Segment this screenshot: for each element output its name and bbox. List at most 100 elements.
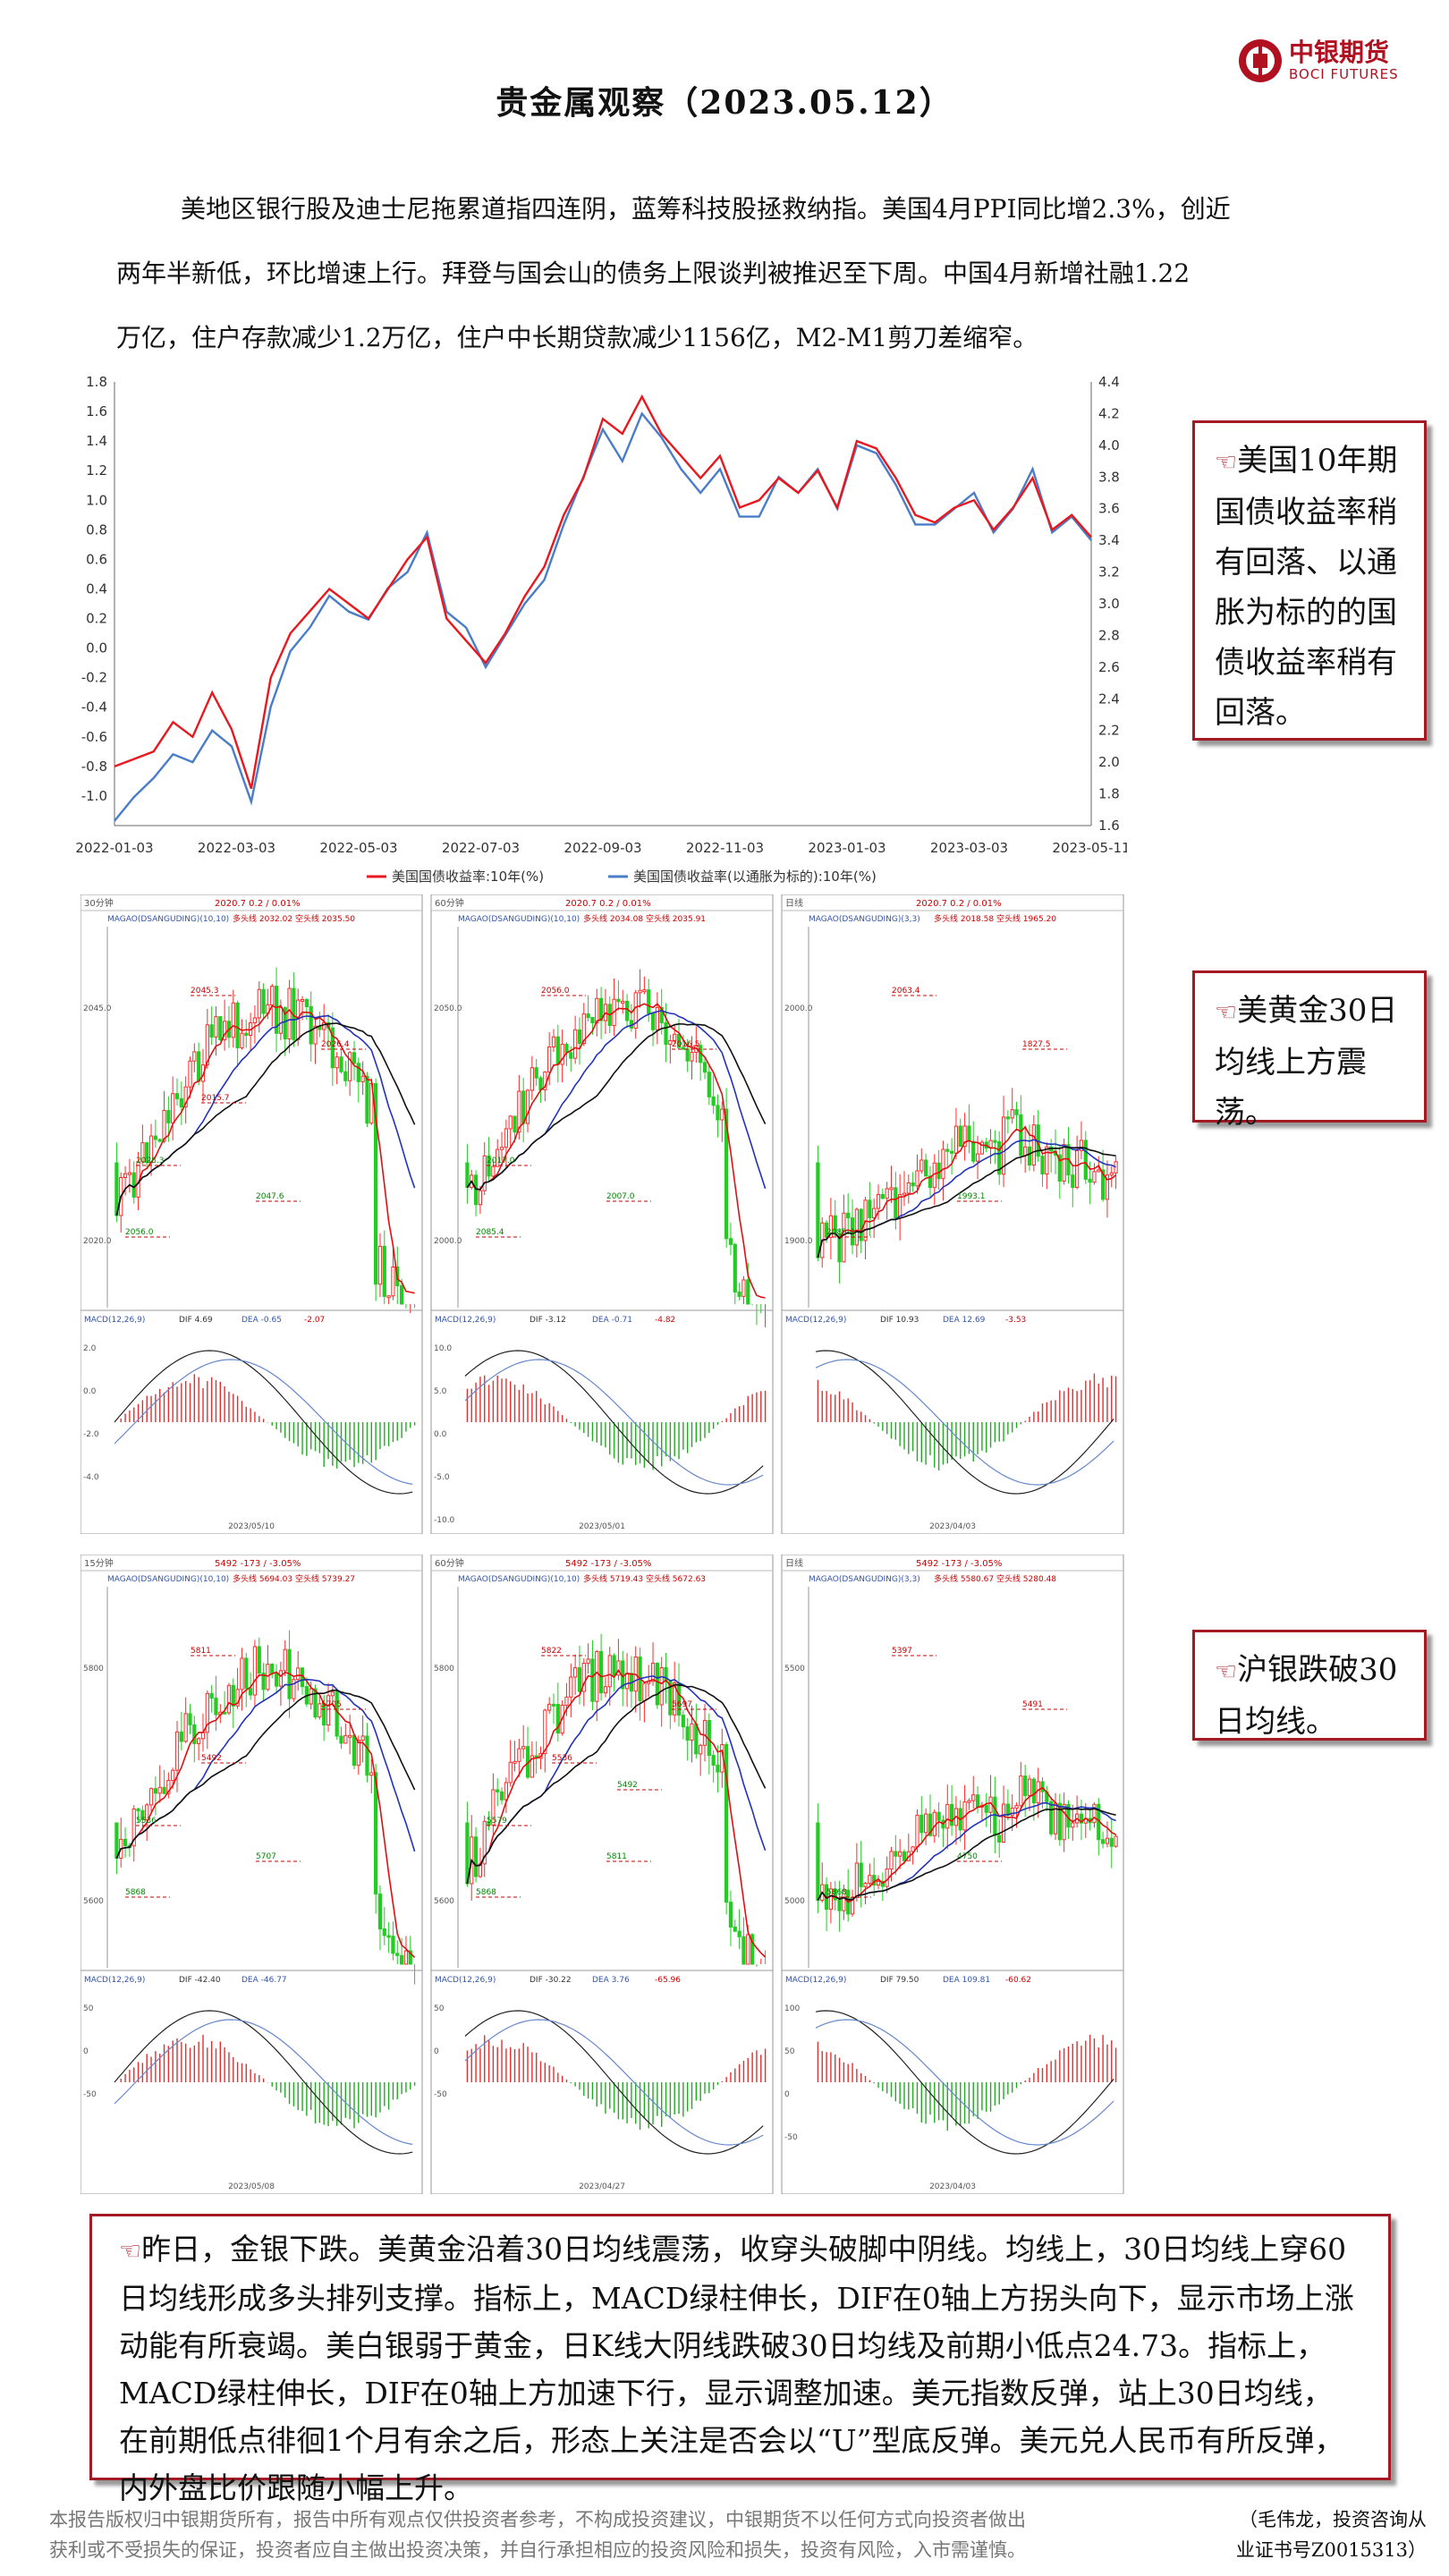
candle-panel: 30分钟 2020.7 0.2 / 0.01% MAGAO(DSANGUDING)(… — [80, 894, 423, 1534]
candle-body — [707, 1072, 711, 1097]
boci-logo-icon — [1239, 39, 1282, 82]
price-tick: 2020.0 — [83, 1237, 112, 1246]
candle-body — [330, 1691, 335, 1697]
candle-body — [702, 1062, 708, 1073]
candle-body — [399, 1954, 404, 1965]
candle-body — [971, 1140, 976, 1162]
candle-body — [711, 1755, 716, 1766]
candle-body — [356, 1063, 360, 1082]
candle-body — [993, 1140, 997, 1143]
boci-logo: 中银期货 BOCI FUTURES — [1239, 39, 1399, 82]
y-left-tick: 0.4 — [86, 580, 107, 597]
candle-body — [148, 1788, 154, 1806]
panel-period: 60分钟 — [435, 1557, 464, 1569]
candle-body — [1092, 1171, 1097, 1183]
macd-legend: MACD(12,26,9) — [785, 1976, 846, 1985]
candle-body — [854, 1862, 859, 1898]
candle-body — [1100, 1169, 1106, 1200]
candle-body — [1071, 1174, 1075, 1189]
macd-tick: 10.0 — [434, 1344, 452, 1353]
candle-body — [313, 1688, 318, 1718]
price-label: 5536 — [552, 1754, 572, 1763]
candle-body — [162, 1786, 166, 1794]
candle-body — [145, 1804, 149, 1820]
candle-body — [200, 1732, 206, 1740]
candle-body — [153, 1135, 157, 1140]
disclaimer: 本报告版权归中银期货所有，报告中所有观点仅供投资者参考，不构成投资建议，中银期货… — [49, 2504, 1427, 2565]
panel-period: 15分钟 — [84, 1557, 114, 1569]
price-label: 2063.4 — [892, 987, 920, 996]
candle-body — [465, 1162, 470, 1189]
candle-body — [248, 1688, 253, 1696]
candle-body — [205, 1692, 209, 1733]
price-label: 1993.1 — [957, 1192, 986, 1201]
candle-body — [473, 1836, 479, 1877]
candle-body — [581, 1013, 586, 1045]
intro-line: 美地区银行股及迪士尼拖累道指四连阴，蓝筹科技股拯救纳指。美国4月PPI同比增2.… — [181, 194, 1231, 224]
price-label: 5707 — [256, 1852, 276, 1861]
price-label: 2085.4 — [826, 1228, 855, 1237]
macd-dea-line — [464, 2019, 764, 2146]
price-label: 2015.7 — [201, 1094, 230, 1103]
panel-frame — [430, 1555, 774, 2194]
candle-body — [382, 1245, 386, 1297]
panel-period: 60分钟 — [435, 897, 464, 909]
candle-body — [863, 1883, 868, 1887]
candle-body — [842, 1212, 846, 1263]
candle-body — [1031, 1778, 1036, 1804]
callout-text: 美国10年期国债收益率稍有回落、以通胀为标的的国债收益率稍有回落。 — [1215, 443, 1398, 731]
candle-body — [231, 1684, 235, 1707]
macd-dea-line — [815, 2019, 1114, 2146]
candle-body — [690, 1052, 694, 1062]
price-label: 2056.0 — [125, 1228, 154, 1237]
candle-body — [365, 1735, 369, 1776]
price-tick: 5800 — [83, 1665, 104, 1674]
x-tick: 2022-01-03 — [75, 840, 153, 856]
candle-body — [668, 1039, 673, 1046]
pointing-hand-icon: ☜ — [1215, 1657, 1238, 1686]
candle-body — [577, 1029, 582, 1045]
candle-body — [902, 1851, 907, 1861]
candle-body — [919, 1159, 924, 1172]
candle-body — [244, 1657, 249, 1690]
candle-body — [166, 1779, 171, 1794]
macd-value: -2.07 — [304, 1316, 325, 1325]
candle-body — [244, 1032, 249, 1037]
candle-body — [685, 1048, 690, 1062]
candle-body — [573, 1029, 578, 1059]
candle-body — [919, 1814, 924, 1834]
candle-body — [257, 988, 261, 1019]
candle-body — [408, 1950, 412, 1965]
price-label: 2026.4 — [321, 1040, 350, 1049]
candle-body — [504, 1782, 508, 1801]
candle-body — [296, 1667, 301, 1681]
candle-body — [676, 1033, 682, 1048]
analyst-name: （毛伟龙，投资咨询从 — [1239, 2509, 1427, 2530]
candle-body — [953, 1125, 959, 1154]
candle-body — [949, 1150, 954, 1154]
candle-body — [114, 1822, 119, 1859]
candle-body — [876, 1880, 881, 1886]
candle-body — [1040, 1156, 1045, 1175]
candle-body — [1010, 1109, 1014, 1119]
panel-frame — [430, 894, 774, 1534]
ma-long-line — [115, 1689, 416, 1859]
candle-body — [508, 1761, 513, 1784]
candle-body — [131, 1172, 136, 1198]
candle-body — [984, 1804, 988, 1813]
candle-body — [837, 1233, 842, 1263]
candle-body — [1005, 1116, 1010, 1120]
price-tick: 2000.0 — [784, 1004, 813, 1013]
y-left-tick: -1.0 — [81, 788, 107, 804]
candle-body — [188, 1713, 192, 1725]
candle-body — [374, 1083, 378, 1285]
candle-body — [924, 1159, 928, 1177]
price-label: 5868 — [826, 1888, 847, 1897]
y-left-tick: 0.2 — [86, 611, 107, 627]
candle-body — [261, 1673, 266, 1690]
candle-body — [962, 1125, 967, 1148]
macd-dif: DIF 4.69 — [179, 1316, 213, 1325]
candle-body — [521, 1090, 526, 1124]
candle-body — [270, 1664, 275, 1674]
panel-legend: MAGAO(DSANGUDING)(10,10) — [107, 915, 229, 924]
